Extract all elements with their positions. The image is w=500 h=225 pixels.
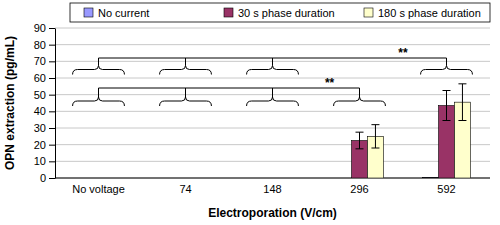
bar bbox=[265, 178, 281, 179]
significance: ** bbox=[325, 76, 335, 90]
y-axis-line bbox=[55, 29, 56, 179]
bracket bbox=[73, 97, 125, 106]
grid bbox=[55, 28, 490, 178]
legend-swatch bbox=[224, 8, 233, 17]
y-tick: 0 bbox=[40, 172, 55, 184]
y-tick-label: 50 bbox=[34, 89, 46, 101]
grid-line bbox=[55, 178, 490, 179]
y-tick: 60 bbox=[34, 72, 55, 84]
x-tick: 148 bbox=[263, 178, 281, 195]
bracket-line bbox=[99, 88, 360, 97]
bracket-line bbox=[99, 58, 447, 66]
bar bbox=[106, 178, 122, 179]
series bbox=[367, 84, 470, 178]
y-tick-label: 90 bbox=[34, 22, 46, 34]
y-tick-mark bbox=[49, 161, 55, 162]
bracket bbox=[160, 66, 212, 75]
x-tick: 74 bbox=[179, 178, 191, 195]
error-bar bbox=[371, 125, 379, 148]
y-tick: 50 bbox=[34, 89, 55, 101]
series bbox=[352, 91, 455, 179]
y-tick: 80 bbox=[34, 39, 55, 51]
grid-line bbox=[55, 78, 490, 79]
bar bbox=[249, 178, 265, 179]
y-tick-mark bbox=[49, 95, 55, 96]
y-tick-label: 80 bbox=[34, 39, 46, 51]
bar bbox=[178, 178, 194, 179]
y-tick: 20 bbox=[34, 139, 55, 151]
bar bbox=[423, 177, 439, 178]
x-tick: No voltage bbox=[72, 178, 125, 195]
annotations: ** ** bbox=[73, 46, 473, 106]
bracket bbox=[73, 66, 125, 75]
grid-line bbox=[55, 128, 490, 129]
y-tick: 40 bbox=[34, 105, 55, 117]
grid-line bbox=[55, 28, 490, 29]
x-tick-label: 296 bbox=[350, 183, 368, 195]
chart: 0 10 20 30 40 50 60 70 80 90 No voltage 74 148 296 592… bbox=[0, 0, 500, 225]
series bbox=[423, 177, 439, 178]
x-tick: 296 bbox=[350, 178, 368, 195]
bracket bbox=[247, 66, 299, 75]
y-tick: 10 bbox=[34, 155, 55, 167]
y-tick-mark bbox=[49, 61, 55, 62]
bar bbox=[280, 178, 296, 179]
y-tick-mark bbox=[49, 178, 55, 179]
x-axis-line bbox=[55, 178, 490, 179]
y-tick-label: 30 bbox=[34, 122, 46, 134]
bar bbox=[193, 178, 209, 179]
bracket bbox=[334, 97, 386, 106]
bracket bbox=[160, 97, 212, 106]
x-axis-title: Electroporation (V/cm) bbox=[208, 206, 337, 220]
legend-label: 30 s phase duration bbox=[238, 7, 335, 19]
bracket bbox=[421, 66, 473, 75]
significance: ** bbox=[398, 46, 408, 60]
grid-line bbox=[55, 111, 490, 112]
y-tick-mark bbox=[49, 128, 55, 129]
y-tick-mark bbox=[49, 28, 55, 29]
y-tick-mark bbox=[49, 111, 55, 112]
y-tick-mark bbox=[49, 45, 55, 46]
x-tick-label: 74 bbox=[179, 183, 191, 195]
error-bar bbox=[443, 91, 451, 121]
y-tick-label: 40 bbox=[34, 105, 46, 117]
legend-swatch bbox=[84, 8, 93, 17]
error-bar bbox=[356, 132, 364, 149]
bar bbox=[75, 178, 91, 179]
y-tick-mark bbox=[49, 145, 55, 146]
legend-box bbox=[70, 3, 490, 22]
grid-line bbox=[55, 44, 490, 45]
x-tick-label: 148 bbox=[263, 183, 281, 195]
bar bbox=[91, 178, 107, 179]
y-tick-label: 0 bbox=[40, 172, 46, 184]
plot: 0 10 20 30 40 50 60 70 80 90 No voltage 74 148 296 592… bbox=[34, 22, 490, 195]
y-tick: 90 bbox=[34, 22, 55, 34]
marks bbox=[352, 84, 471, 178]
grid-line bbox=[55, 161, 490, 162]
x-tick-label: No voltage bbox=[72, 183, 125, 195]
bar bbox=[336, 178, 352, 179]
legend: No current 30 s phase duration 180 s phase… bbox=[70, 3, 490, 22]
x-tick: 592 bbox=[437, 178, 455, 195]
bracket bbox=[247, 97, 299, 106]
legend-label: No current bbox=[98, 7, 149, 19]
y-tick-label: 70 bbox=[34, 55, 46, 67]
error-bar bbox=[458, 84, 466, 121]
y-axis-title: OPN extraction (pg/mL) bbox=[3, 36, 17, 170]
bar bbox=[162, 178, 178, 179]
y-tick: 70 bbox=[34, 55, 55, 67]
y-tick: 30 bbox=[34, 122, 55, 134]
y-tick-mark bbox=[49, 78, 55, 79]
legend-label: 180 s phase duration bbox=[378, 7, 481, 19]
legend-swatch bbox=[364, 8, 373, 17]
grid-line bbox=[55, 144, 490, 145]
y-axis: 0 10 20 30 40 50 60 70 80 90 bbox=[34, 22, 56, 184]
y-tick-label: 60 bbox=[34, 72, 46, 84]
x-tick-label: 592 bbox=[437, 183, 455, 195]
y-tick-label: 20 bbox=[34, 139, 46, 151]
y-tick-label: 10 bbox=[34, 155, 46, 167]
x-axis: No voltage 74 148 296 592 bbox=[55, 178, 490, 195]
